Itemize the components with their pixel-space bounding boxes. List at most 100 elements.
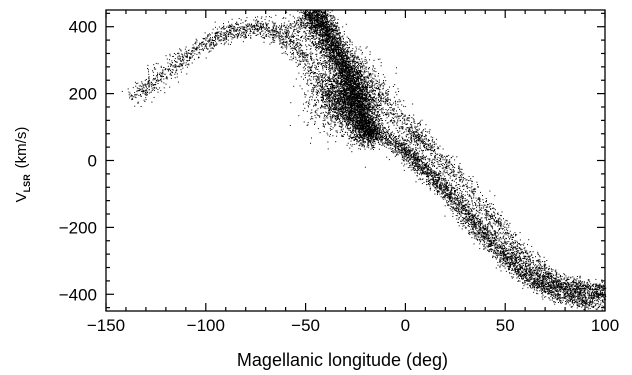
- data-point: [342, 56, 344, 58]
- data-point: [176, 68, 178, 70]
- data-point: [333, 56, 334, 58]
- data-point: [370, 143, 372, 145]
- data-point: [337, 81, 339, 83]
- data-point: [358, 141, 360, 143]
- data-point: [359, 99, 361, 101]
- data-point: [358, 114, 360, 116]
- data-point: [208, 51, 210, 53]
- data-point: [335, 68, 337, 70]
- data-point: [169, 53, 171, 55]
- data-point: [130, 94, 132, 96]
- data-point: [302, 73, 304, 75]
- data-point: [230, 28, 232, 30]
- data-point: [325, 26, 327, 28]
- data-point: [317, 27, 319, 29]
- data-point: [325, 26, 327, 28]
- data-point: [364, 125, 366, 127]
- data-point: [248, 24, 250, 26]
- data-point: [315, 27, 317, 28]
- data-point: [265, 26, 267, 28]
- data-point: [149, 83, 151, 85]
- data-point: [297, 22, 299, 24]
- data-point: [348, 51, 349, 53]
- data-point: [305, 60, 307, 62]
- data-point: [291, 59, 293, 61]
- data-point: [333, 54, 335, 56]
- data-point: [243, 26, 245, 28]
- data-point: [134, 105, 136, 107]
- data-point: [336, 39, 338, 41]
- data-point: [272, 28, 274, 30]
- data-point: [309, 23, 310, 25]
- data-point: [205, 57, 207, 59]
- data-point: [358, 77, 360, 79]
- data-point: [186, 60, 188, 62]
- data-point: [374, 131, 375, 133]
- data-point: [335, 60, 337, 62]
- data-point: [337, 38, 339, 39]
- data-point: [278, 35, 280, 37]
- data-point: [311, 37, 313, 39]
- data-point: [339, 33, 341, 35]
- data-point: [201, 41, 203, 43]
- data-point: [339, 47, 341, 48]
- data-point: [196, 48, 198, 50]
- data-point: [316, 76, 318, 78]
- data-point: [313, 78, 315, 80]
- data-point: [325, 28, 327, 30]
- data-point: [317, 63, 319, 65]
- data-point: [372, 119, 373, 121]
- data-point: [153, 87, 155, 89]
- data-point: [366, 108, 367, 110]
- data-point: [374, 113, 376, 115]
- data-point: [350, 103, 352, 105]
- data-point: [336, 62, 338, 64]
- data-point: [292, 58, 294, 60]
- data-point: [321, 84, 323, 86]
- data-point: [223, 27, 225, 29]
- data-point: [358, 117, 360, 119]
- data-point: [239, 29, 241, 31]
- data-point: [297, 51, 299, 53]
- data-point: [181, 64, 183, 66]
- data-point: [209, 45, 211, 47]
- data-point: [253, 24, 255, 26]
- data-point: [282, 47, 284, 49]
- data-point: [148, 77, 150, 79]
- data-point: [169, 86, 171, 88]
- data-point: [331, 20, 333, 22]
- data-point: [146, 90, 148, 92]
- data-point: [275, 14, 277, 16]
- data-point: [371, 119, 373, 121]
- data-point: [276, 31, 278, 33]
- data-point: [339, 54, 341, 56]
- data-point: [278, 32, 280, 34]
- data-point: [320, 25, 322, 27]
- data-point: [183, 54, 185, 56]
- data-point: [257, 20, 258, 22]
- data-point: [301, 18, 303, 20]
- data-point: [362, 139, 364, 141]
- data-point: [345, 58, 347, 60]
- data-point: [186, 66, 188, 68]
- data-point: [352, 131, 354, 133]
- data-point: [337, 25, 338, 27]
- data-point: [252, 32, 254, 34]
- data-point: [354, 86, 356, 87]
- data-point: [347, 47, 349, 49]
- data-point: [167, 65, 169, 67]
- data-point: [245, 20, 247, 21]
- data-point: [163, 78, 165, 80]
- data-point: [324, 26, 326, 28]
- data-point: [370, 142, 372, 143]
- data-point: [367, 144, 369, 146]
- data-point: [300, 63, 301, 65]
- data-point: [179, 57, 181, 59]
- data-point: [335, 43, 337, 45]
- data-point: [328, 41, 330, 43]
- data-point: [252, 32, 254, 34]
- data-point: [337, 29, 339, 31]
- data-point: [321, 24, 323, 26]
- data-point: [318, 78, 320, 80]
- data-point: [303, 14, 305, 16]
